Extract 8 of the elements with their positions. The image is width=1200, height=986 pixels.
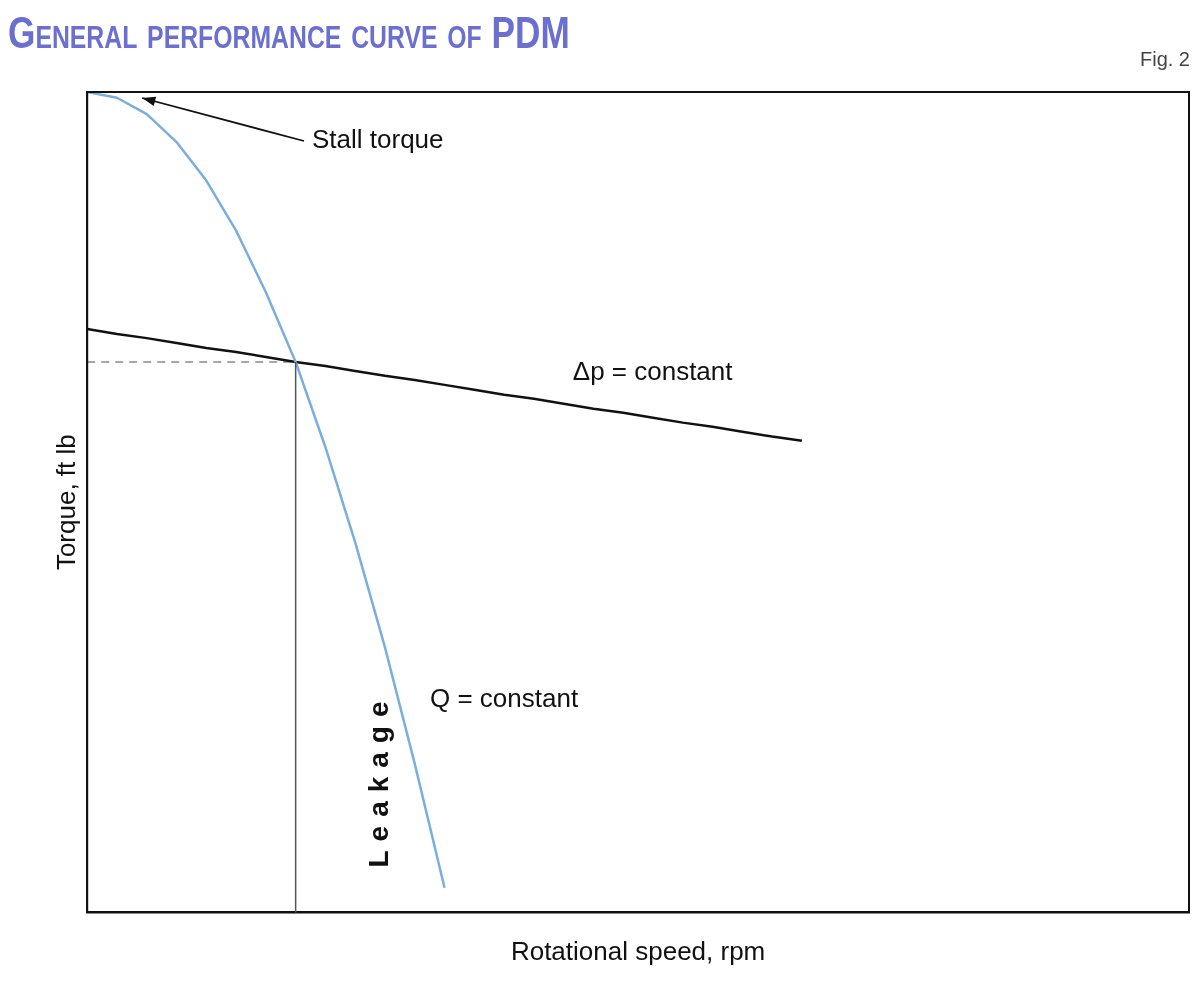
x-axis-title: Rotational speed, rpm bbox=[510, 935, 766, 966]
caption: Fig. 2 bbox=[1139, 47, 1190, 70]
y-axis-title: Torque, ft lb bbox=[50, 434, 81, 571]
annotation: Leakage bbox=[362, 692, 394, 868]
annotation: Stall torque bbox=[312, 124, 444, 155]
series-label: Q = constant bbox=[429, 682, 579, 713]
series-label: Δp = constant bbox=[572, 355, 734, 386]
chart-title: General performance curve of PDM bbox=[8, 8, 570, 58]
